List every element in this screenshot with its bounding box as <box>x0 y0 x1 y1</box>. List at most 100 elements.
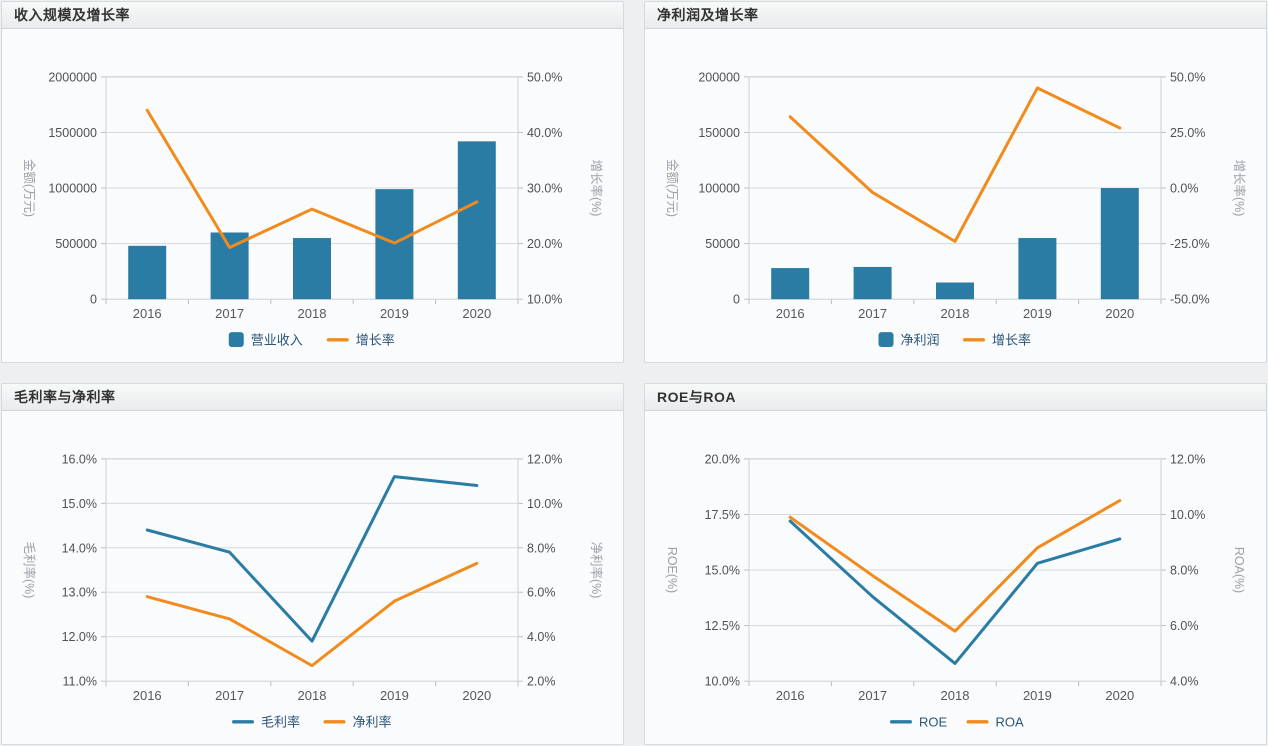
x-axis-label: 2019 <box>1023 306 1052 321</box>
legend-item[interactable]: ROE <box>890 715 947 730</box>
legend-item[interactable]: 净利率 <box>323 715 392 730</box>
left-axis-tick-label: 13.0% <box>62 586 97 600</box>
right-axis-tick-label: 4.0% <box>1170 675 1198 689</box>
panel-title: ROE与ROA <box>657 389 736 405</box>
legend-line-marker <box>326 338 349 342</box>
legend-label: 营业收入 <box>251 333 303 348</box>
left-axis-name: 金额(万元) <box>22 159 37 217</box>
right-axis-tick-label: 0.0% <box>1170 182 1198 196</box>
panel-revenue-growth: 收入规模及增长率 0 500000 1000000 1500000 2000000 10.… <box>1 1 624 363</box>
bar[interactable] <box>293 238 331 300</box>
panel-net-profit-growth: 净利润及增长率 0 50000 100000 150000 200000 -50.0% -2… <box>644 1 1267 363</box>
bar[interactable] <box>128 245 167 300</box>
bar[interactable] <box>771 268 810 300</box>
right-axis-tick-label: -50.0% <box>1170 293 1210 307</box>
legend-label: 净利润 <box>901 333 940 348</box>
left-axis-tick-label: 12.5% <box>705 619 740 633</box>
line-series[interactable] <box>788 499 1122 633</box>
left-axis-tick-label: 200000 <box>698 70 740 84</box>
legend-item[interactable]: 增长率 <box>326 333 395 348</box>
legend-label: 增长率 <box>356 333 395 348</box>
x-axis-label: 2016 <box>776 688 805 703</box>
right-axis-tick-label: 8.0% <box>1170 564 1198 578</box>
x-axis-label: 2016 <box>776 306 805 321</box>
x-axis-label: 2019 <box>1023 688 1052 703</box>
right-axis-tick-label: 40.0% <box>527 126 562 140</box>
legend-item[interactable]: ROA <box>966 715 1024 730</box>
bar[interactable] <box>457 141 496 300</box>
left-axis-tick-label: 16.0% <box>62 452 97 466</box>
x-axis-label: 2017 <box>215 688 244 703</box>
bar[interactable] <box>1100 188 1139 300</box>
left-axis-tick-label: 11.0% <box>63 675 97 689</box>
legend-label: 增长率 <box>992 333 1031 348</box>
x-axis-label: 2020 <box>1105 306 1134 321</box>
bar[interactable] <box>1018 238 1057 300</box>
bar[interactable] <box>936 282 974 300</box>
legend-item[interactable]: 营业收入 <box>228 332 303 348</box>
revenue-growth-chart: 0 500000 1000000 1500000 2000000 10.0% 20.0% 30… <box>2 29 623 362</box>
margins-chart: 11.0% 12.0% 13.0% 14.0% 15.0% 16.0% 2.0% 4.0% 6.… <box>2 411 623 744</box>
right-axis-tick-label: 25.0% <box>1170 126 1205 140</box>
x-axis-label: 2020 <box>462 688 491 703</box>
left-axis-tick-label: 17.5% <box>705 508 740 522</box>
x-axis-label: 2017 <box>858 306 887 321</box>
left-axis-tick-label: 0 <box>90 293 97 307</box>
line-series[interactable] <box>788 86 1122 243</box>
x-axis-label: 2019 <box>380 688 409 703</box>
x-axis-label: 2019 <box>380 306 409 321</box>
right-axis-tick-label: 10.0% <box>1170 508 1205 522</box>
panel-header: 毛利率与净利率 <box>2 384 623 411</box>
bar[interactable] <box>853 266 892 300</box>
line-series[interactable] <box>145 561 479 668</box>
legend-item[interactable]: 毛利率 <box>232 715 300 730</box>
chart-canvas: 10.0% 12.5% 15.0% 17.5% 20.0% 4.0% 6.0% 8.0% 10.… <box>665 452 1246 730</box>
legend-line-marker <box>966 720 989 724</box>
left-axis-tick-label: 100000 <box>698 182 740 196</box>
bar[interactable] <box>210 232 249 300</box>
x-axis-label: 2016 <box>133 688 162 703</box>
legend-bar-marker <box>878 332 894 348</box>
panel-roe-roa: ROE与ROA 10.0% 12.5% 15.0% 17.5% 20.0% 4.0% 6.0… <box>644 383 1267 745</box>
legend-label: ROE <box>919 715 947 730</box>
panel-margins: 毛利率与净利率 11.0% 12.0% 13.0% 14.0% 15.0% 16.0% 2.… <box>1 383 624 745</box>
line-series[interactable] <box>788 519 1122 665</box>
legend-item[interactable]: 增长率 <box>963 333 1031 348</box>
right-axis-tick-label: 12.0% <box>1170 452 1205 466</box>
net-profit-growth-chart: 0 50000 100000 150000 200000 -50.0% -25.0% 0.0%… <box>645 29 1266 362</box>
left-axis-tick-label: 20.0% <box>705 452 740 466</box>
left-axis-tick-label: 14.0% <box>62 541 97 555</box>
x-axis-label: 2017 <box>858 688 887 703</box>
panel-header: 收入规模及增长率 <box>2 2 623 29</box>
left-axis-tick-label: 50000 <box>705 237 740 251</box>
legend-line-marker <box>323 720 346 724</box>
right-axis-name: 增长率(%) <box>589 160 604 217</box>
left-axis-tick-label: 10.0% <box>705 675 740 689</box>
panel-title: 收入规模及增长率 <box>14 7 130 23</box>
chart-canvas: 11.0% 12.0% 13.0% 14.0% 15.0% 16.0% 2.0% 4.0% 6.… <box>22 452 604 730</box>
x-axis-label: 2017 <box>215 306 244 321</box>
right-axis-name: 增长率(%) <box>1232 160 1247 217</box>
line-series[interactable] <box>145 108 479 249</box>
panel-header: 净利润及增长率 <box>645 2 1266 29</box>
left-axis-tick-label: 2000000 <box>48 70 97 84</box>
legend-item[interactable]: 净利润 <box>878 332 940 348</box>
left-axis-tick-label: 0 <box>733 293 740 307</box>
right-axis-tick-label: -25.0% <box>1170 237 1210 251</box>
left-axis-tick-label: 150000 <box>698 126 740 140</box>
right-axis-tick-label: 20.0% <box>527 237 562 251</box>
left-axis-tick-label: 500000 <box>55 237 97 251</box>
right-axis-name: ROA(%) <box>1232 547 1246 593</box>
right-axis-tick-label: 30.0% <box>527 182 562 196</box>
left-axis-tick-label: 12.0% <box>62 630 97 644</box>
right-axis-tick-label: 10.0% <box>527 293 562 307</box>
right-axis-tick-label: 4.0% <box>527 630 555 644</box>
right-axis-tick-label: 2.0% <box>527 675 555 689</box>
right-axis-tick-label: 6.0% <box>527 586 555 600</box>
legend-bar-marker <box>228 332 244 348</box>
right-axis-tick-label: 50.0% <box>1170 70 1205 84</box>
right-axis-tick-label: 50.0% <box>527 70 562 84</box>
right-axis-tick-label: 10.0% <box>527 497 562 511</box>
line-series[interactable] <box>145 475 479 643</box>
x-axis-label: 2020 <box>1105 688 1134 703</box>
